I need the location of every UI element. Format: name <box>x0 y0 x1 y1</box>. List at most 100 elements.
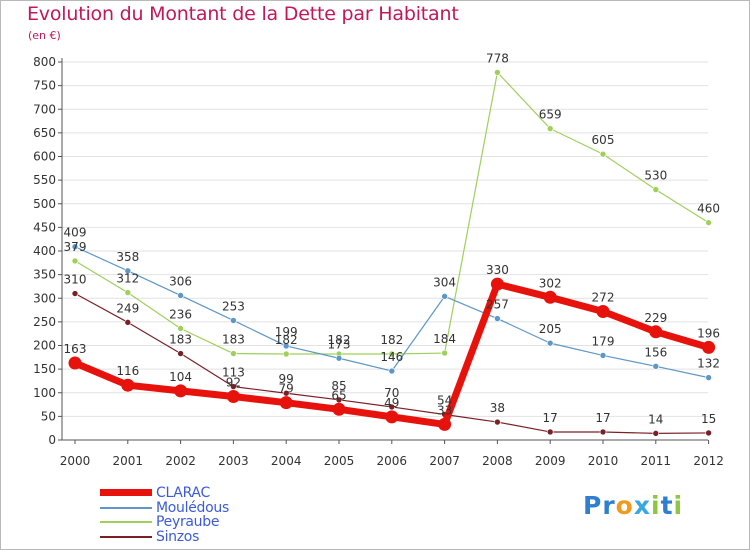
x-tick-label: 2002 <box>165 454 196 468</box>
data-point <box>385 410 399 424</box>
data-label: 249 <box>116 301 139 315</box>
logo-letter: t <box>660 491 674 520</box>
x-tick-label: 2004 <box>271 454 302 468</box>
data-point <box>282 350 290 358</box>
data-label: 605 <box>592 133 615 147</box>
data-point <box>230 383 237 390</box>
data-point <box>494 69 501 76</box>
data-point <box>441 293 448 300</box>
x-tick-label: 2007 <box>429 454 460 468</box>
x-tick-label: 2006 <box>377 454 408 468</box>
y-tick-label: 200 <box>33 339 56 353</box>
x-tick-label: 2010 <box>588 454 619 468</box>
data-label: 182 <box>328 333 351 347</box>
data-label: 310 <box>64 273 87 287</box>
data-point <box>705 429 712 437</box>
data-point <box>279 396 293 410</box>
legend-swatch-mouledous <box>100 507 152 509</box>
chart-title: Evolution du Montant de la Dette par Hab… <box>27 3 459 25</box>
data-point <box>652 362 660 370</box>
logo-letter: r <box>602 491 616 520</box>
x-tick-label: 2009 <box>535 454 566 468</box>
data-label: 15 <box>701 412 716 426</box>
data-point <box>441 349 448 357</box>
legend-item-sinzos: Sinzos <box>100 530 300 544</box>
data-point <box>546 339 554 347</box>
data-point <box>596 304 610 318</box>
data-point <box>388 350 396 358</box>
data-label: 257 <box>486 298 509 312</box>
x-tick-label: 2003 <box>218 454 249 468</box>
data-label: 179 <box>592 334 615 348</box>
data-point <box>226 390 240 404</box>
legend-swatch-peyraube <box>100 521 152 523</box>
y-tick-label: 450 <box>33 220 56 234</box>
data-point <box>124 267 132 275</box>
legend-item-clarac: CLARAC <box>100 486 300 500</box>
data-label: 92 <box>226 376 241 390</box>
data-label: 199 <box>275 325 298 339</box>
data-point <box>705 374 712 381</box>
chart-subtitle: (en €) <box>28 29 61 42</box>
data-point <box>230 317 237 324</box>
legend-swatch-clarac <box>100 489 152 496</box>
data-point <box>652 186 660 193</box>
data-label: 409 <box>64 226 87 240</box>
data-point <box>599 428 607 436</box>
data-point <box>71 257 79 265</box>
data-label: 530 <box>644 169 667 183</box>
data-point <box>68 356 82 370</box>
y-tick-label: 750 <box>33 79 56 93</box>
y-tick-label: 250 <box>33 315 56 329</box>
data-label: 304 <box>433 275 456 289</box>
data-point <box>177 350 184 357</box>
data-point <box>230 350 237 357</box>
y-tick-label: 800 <box>33 55 56 69</box>
data-point <box>174 384 188 398</box>
data-label: 183 <box>169 333 192 347</box>
logo-letter: P <box>583 491 603 520</box>
data-point <box>490 277 504 291</box>
data-point <box>177 325 184 332</box>
proxiti-logo: Proxiti <box>583 491 683 520</box>
data-label: 132 <box>697 357 720 371</box>
data-label: 156 <box>644 345 667 359</box>
x-tick-label: 2001 <box>113 454 144 468</box>
data-point <box>494 315 501 322</box>
data-point <box>124 319 132 326</box>
data-label: 183 <box>222 333 245 347</box>
data-label: 379 <box>64 240 87 254</box>
data-label: 54 <box>437 393 452 407</box>
y-tick-label: 600 <box>33 150 56 164</box>
data-label: 17 <box>595 411 610 425</box>
data-label: 85 <box>331 379 346 393</box>
y-tick-label: 300 <box>33 291 56 305</box>
data-label: 49 <box>384 396 399 410</box>
legend-item-mouledous: Moulédous <box>100 501 300 515</box>
data-label: 33 <box>437 403 452 417</box>
data-point <box>121 378 135 392</box>
x-tick-label: 2000 <box>60 454 91 468</box>
data-point <box>599 352 607 359</box>
data-point <box>652 430 660 437</box>
data-label: 182 <box>380 333 403 347</box>
data-point <box>599 150 607 158</box>
data-label: 306 <box>169 274 192 288</box>
data-point <box>388 403 396 411</box>
logo-letter: i <box>673 491 684 520</box>
logo-letter: i <box>651 491 661 520</box>
data-label: 163 <box>64 342 87 356</box>
data-point <box>494 418 501 426</box>
logo-letter: x <box>633 491 651 520</box>
data-label: 358 <box>116 250 139 264</box>
data-point <box>332 402 346 416</box>
data-label: 182 <box>275 333 298 347</box>
legend-label-sinzos: Sinzos <box>156 529 200 545</box>
legend-label-clarac: CLARAC <box>156 485 210 501</box>
data-label: 196 <box>697 326 720 340</box>
data-label: 17 <box>543 411 558 425</box>
y-tick-label: 350 <box>33 268 56 282</box>
y-tick-label: 500 <box>33 197 56 211</box>
data-label: 38 <box>490 401 505 415</box>
